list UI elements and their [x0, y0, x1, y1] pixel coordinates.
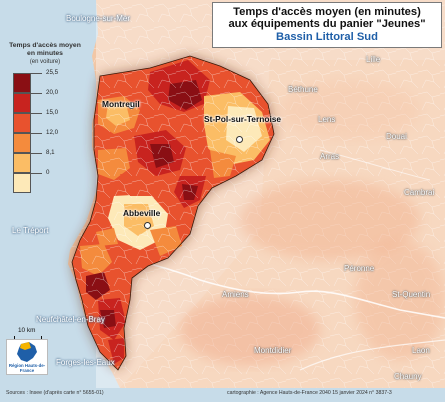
basin-border [71, 55, 275, 371]
legend-swatch [13, 113, 31, 133]
place-arras: Arras [320, 152, 340, 161]
town-marker [236, 136, 243, 143]
town-marker [128, 102, 135, 109]
place-lille: Lille [366, 55, 381, 64]
river-scarpe [319, 149, 431, 181]
title-line-3: Bassin Littoral Sud [276, 31, 378, 43]
place-stpol: St-Pol-sur-Ternoise [204, 114, 282, 124]
logo-text: Région Hauts-de-France [8, 363, 46, 373]
credit-note: cartographie : Agence Hauts-de-France 20… [227, 390, 392, 396]
place-laon: Laon [412, 346, 430, 355]
place-stquentin: St-Quentin [392, 290, 431, 299]
legend-tick [30, 153, 42, 154]
legend-tick [30, 113, 42, 114]
legend-swatch [13, 93, 31, 113]
legend-value: 12,0 [46, 129, 59, 136]
legend-swatch [13, 173, 31, 193]
place-lens: Lens [318, 115, 336, 124]
place-montdidier: Montdidier [254, 346, 292, 355]
legend-value: 15,0 [46, 109, 59, 116]
sources-note: Sources : Insee (d'après carte n° 5655-0… [6, 390, 104, 396]
legend-swatch [13, 133, 31, 153]
river-oise [299, 339, 445, 371]
place-amiens: Amiens [222, 290, 249, 299]
legend-value: 25,5 [46, 69, 59, 76]
place-letreport: Le Tréport [12, 226, 49, 235]
river-somme [99, 249, 445, 319]
legend-value: 20,0 [46, 89, 59, 96]
legend-tick [30, 93, 42, 94]
legend-value: 0 [46, 169, 50, 176]
legend-swatch [13, 73, 31, 93]
legend-swatch [13, 153, 31, 173]
title-line-1: Temps d'accès moyen (en minutes) [233, 6, 421, 18]
scale-label: 10 km [18, 327, 36, 334]
place-forges: Forges-les-Eaux [56, 358, 115, 367]
france-icon [17, 342, 37, 362]
region-logo: Région Hauts-de-France [6, 339, 48, 375]
place-montreuil: Montreuil [102, 99, 140, 109]
place-boulogne: Boulogne-sur-Mer [66, 14, 131, 23]
place-chauny: Chauny [394, 372, 422, 381]
place-abbeville: Abbeville [123, 208, 161, 218]
place-douai: Douai [386, 132, 407, 141]
place-bethune: Béthune [288, 85, 318, 94]
place-peronne: Péronne [344, 264, 375, 273]
town-marker [144, 222, 151, 229]
legend-tick [30, 133, 42, 134]
place-neufchatel: Neufchâtel-en-Bray [36, 315, 105, 324]
legend-tick [30, 73, 42, 74]
title-line-2: aux équipements du panier "Jeunes" [228, 18, 426, 30]
title-box: Temps d'accès moyen (en minutes) aux équ… [212, 2, 442, 48]
legend-subtitle: (en voiture) [29, 59, 61, 65]
place-cambrai: Cambrai [404, 188, 435, 197]
legend-value: 8,1 [46, 149, 55, 156]
legend-title: Temps d'accès moyen en minutes [9, 42, 81, 57]
legend-tick [30, 173, 42, 174]
